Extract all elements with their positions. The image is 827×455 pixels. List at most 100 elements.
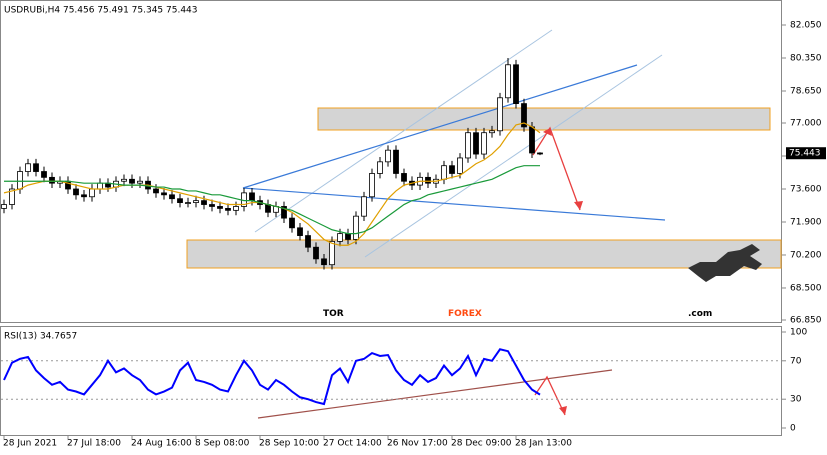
plot: 82.05080.35078.65077.00075.30073.60071.9… bbox=[1, 21, 826, 449]
channel-line bbox=[364, 54, 663, 258]
y-tick-label: 30 bbox=[790, 395, 802, 405]
candle-body bbox=[169, 194, 175, 200]
candle-body bbox=[137, 180, 143, 184]
y-tick-label: 0 bbox=[790, 424, 796, 434]
candle-body bbox=[1, 204, 7, 209]
candle-body bbox=[297, 227, 303, 236]
rsi-title: RSI(13) 34.7657 bbox=[4, 332, 77, 342]
candle-body bbox=[537, 152, 543, 155]
resistance-zone bbox=[317, 107, 771, 131]
y-tick-label: 70.200 bbox=[790, 250, 822, 260]
x-tick-label: 27 Jul 18:00 bbox=[67, 439, 121, 449]
candle-body bbox=[321, 258, 327, 266]
candle-body bbox=[25, 163, 31, 172]
candle-body bbox=[385, 149, 391, 163]
watermark: TOR FOREX .com bbox=[323, 244, 762, 319]
x-tick-label: 8 Sep 08:00 bbox=[195, 439, 250, 449]
candle-body bbox=[281, 206, 287, 219]
candle-body bbox=[465, 132, 471, 159]
candle-body bbox=[353, 215, 359, 240]
candle-body bbox=[489, 130, 495, 134]
candle-body bbox=[401, 173, 407, 182]
candle-body bbox=[481, 132, 487, 155]
candle-body bbox=[225, 208, 231, 211]
candle-body bbox=[209, 204, 215, 207]
trend-line bbox=[242, 64, 638, 189]
rsi-trend-line bbox=[257, 369, 613, 419]
candle-body bbox=[457, 157, 463, 174]
y-tick-label: 78.650 bbox=[790, 86, 822, 96]
y-tick-label: 70 bbox=[790, 356, 802, 366]
candle-body bbox=[361, 196, 367, 217]
candle-body bbox=[217, 206, 223, 209]
candle-body bbox=[497, 97, 503, 132]
candle-body bbox=[97, 182, 103, 190]
annotations bbox=[186, 29, 782, 419]
candle-body bbox=[473, 132, 479, 155]
candle-body bbox=[89, 188, 95, 198]
candle-body bbox=[201, 200, 207, 205]
candle-body bbox=[521, 103, 527, 128]
candle-body bbox=[121, 178, 127, 182]
candle-body bbox=[129, 178, 135, 184]
candle-body bbox=[153, 188, 159, 194]
candle-body bbox=[329, 240, 335, 266]
candle-body bbox=[337, 233, 343, 242]
watermark-text: .com bbox=[688, 309, 712, 319]
y-tick-label: 80.350 bbox=[790, 53, 822, 63]
candle-body bbox=[441, 165, 447, 180]
x-tick-label: 24 Aug 16:00 bbox=[131, 439, 192, 449]
x-tick-label: 28 Dec 09:00 bbox=[451, 439, 512, 449]
candle-body bbox=[369, 173, 375, 198]
rsi-forecast-arrow bbox=[534, 375, 566, 416]
x-tick-label: 27 Oct 14:00 bbox=[323, 439, 382, 449]
candle-body bbox=[313, 246, 319, 260]
current-price: 75.443 bbox=[789, 149, 821, 159]
chart-title: USDRUBi,H4 75.456 75.491 75.345 75.443 bbox=[4, 6, 198, 16]
y-tick-label: 68.500 bbox=[790, 283, 822, 293]
price-panel bbox=[0, 0, 782, 323]
arrow-head bbox=[574, 201, 583, 210]
candle-body bbox=[41, 171, 47, 178]
candle-body bbox=[377, 161, 383, 174]
candle-body bbox=[177, 198, 183, 203]
candle-body bbox=[513, 64, 519, 105]
y-tick-label: 100 bbox=[790, 328, 807, 338]
watermark-text: TOR bbox=[323, 309, 344, 319]
candle-body bbox=[33, 163, 39, 172]
rsi-panel bbox=[0, 326, 782, 436]
arrow-head bbox=[543, 128, 552, 136]
y-tick-label: 82.050 bbox=[790, 21, 822, 31]
bull-icon bbox=[688, 244, 762, 282]
x-tick-label: 26 Nov 17:00 bbox=[387, 439, 448, 449]
candle-body bbox=[345, 233, 351, 240]
candle-body bbox=[249, 192, 255, 202]
candle-body bbox=[17, 171, 23, 190]
x-tick-label: 28 Sep 10:00 bbox=[259, 439, 319, 449]
moving-average bbox=[4, 165, 540, 235]
candle-body bbox=[305, 235, 311, 248]
candle-body bbox=[49, 176, 55, 184]
y-tick-label: 66.850 bbox=[790, 316, 822, 326]
candle-body bbox=[9, 188, 15, 205]
price-marker bbox=[786, 147, 826, 160]
channel-line bbox=[254, 29, 553, 233]
candle-body bbox=[233, 206, 239, 211]
x-tick-label: 28 Jan 13:00 bbox=[515, 439, 572, 449]
y-tick-label: 73.600 bbox=[790, 184, 822, 194]
candle-body bbox=[289, 217, 295, 229]
candle-body bbox=[161, 192, 167, 196]
candle-body bbox=[505, 64, 511, 99]
arrow-head bbox=[559, 406, 567, 415]
candle-body bbox=[393, 149, 399, 174]
trend-line bbox=[242, 187, 666, 221]
candle-body bbox=[193, 200, 199, 203]
y-tick-label: 77.000 bbox=[790, 119, 822, 129]
candle-body bbox=[73, 188, 79, 196]
candle-body bbox=[81, 194, 87, 198]
watermark-text: FOREX bbox=[448, 309, 482, 319]
candle-body bbox=[425, 176, 431, 184]
candle-body bbox=[185, 202, 191, 204]
rsi-line bbox=[3, 348, 541, 406]
